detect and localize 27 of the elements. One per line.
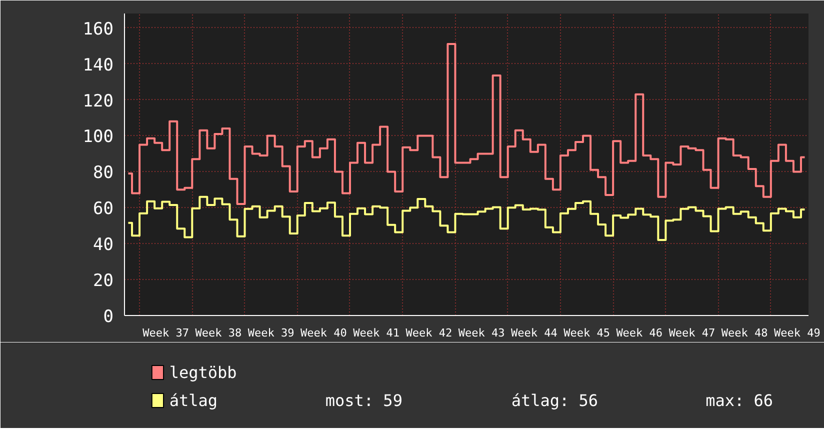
- y-tick-label: 40: [93, 235, 114, 256]
- x-tick-label: Week 41: [353, 326, 400, 340]
- y-tick-label: 60: [93, 199, 114, 220]
- y-tick-label: 100: [82, 127, 114, 148]
- x-tick-label: Week 43: [458, 326, 505, 340]
- y-tick-label: 140: [82, 55, 114, 76]
- x-tick-label: Week 45: [564, 326, 610, 340]
- x-tick-label: Week 44: [510, 326, 558, 340]
- x-tick-label: Week 46: [616, 326, 663, 340]
- x-tick-label: Week 49: [774, 326, 820, 340]
- legend-label: legtöbb: [169, 363, 237, 382]
- text: max: 66: [706, 391, 774, 410]
- y-tick-label: 80: [93, 163, 114, 184]
- y-tick-label: 160: [82, 19, 114, 40]
- y-tick-label: 120: [82, 91, 114, 112]
- x-tick-label: Week 40: [300, 326, 347, 340]
- y-tick-label: 20: [93, 271, 114, 292]
- x-tick-label: Week 47: [668, 326, 716, 340]
- x-tick-label: Week 38: [195, 326, 242, 340]
- x-tick-label: Week 37: [142, 326, 190, 340]
- legend-label: átlag: [169, 391, 218, 410]
- x-tick-label: Week 39: [248, 326, 294, 340]
- text: átlag: 56: [511, 391, 598, 410]
- text: most: 59: [325, 391, 402, 410]
- x-tick-label: Week 42: [406, 326, 452, 340]
- x-tick-label: Week 48: [721, 326, 768, 340]
- y-tick-label: 0: [103, 307, 114, 327]
